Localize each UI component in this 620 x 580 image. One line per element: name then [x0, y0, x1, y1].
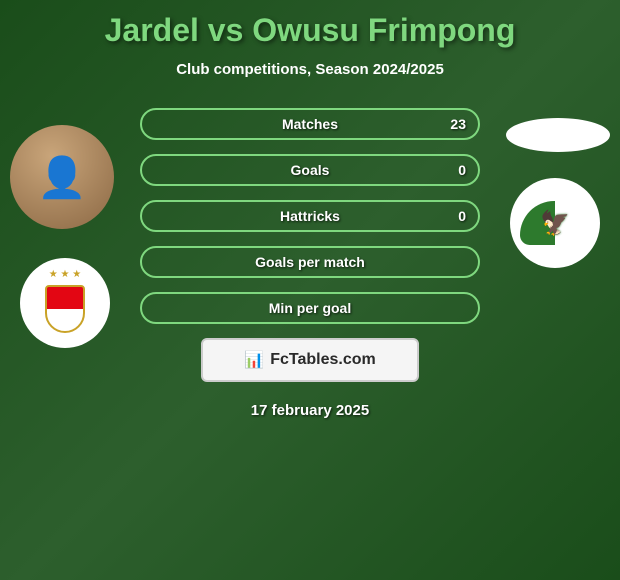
chart-icon: 📊	[244, 350, 264, 370]
fctables-badge[interactable]: 📊 FcTables.com	[201, 338, 419, 382]
stat-label: Min per goal	[269, 300, 351, 316]
stat-row-min-per-goal: Min per goal	[140, 292, 480, 324]
stats-container: Matches 23 Goals 0 Hattricks 0 Goals per…	[0, 108, 620, 419]
stat-row-matches: Matches 23	[140, 108, 480, 140]
stat-label: Matches	[282, 116, 338, 132]
fctables-label: FcTables.com	[270, 351, 376, 369]
stat-label: Hattricks	[280, 208, 340, 224]
stat-label: Goals	[291, 162, 330, 178]
stat-row-hattricks: Hattricks 0	[140, 200, 480, 232]
subtitle: Club competitions, Season 2024/2025	[0, 61, 620, 78]
date-text: 17 february 2025	[0, 402, 620, 419]
stat-row-goals-per-match: Goals per match	[140, 246, 480, 278]
stat-value-right: 0	[458, 162, 466, 178]
stat-value-right: 23	[450, 116, 466, 132]
stat-rows: Matches 23 Goals 0 Hattricks 0 Goals per…	[140, 108, 480, 324]
page-title: Jardel vs Owusu Frimpong	[0, 0, 620, 49]
stat-label: Goals per match	[255, 254, 365, 270]
stat-row-goals: Goals 0	[140, 154, 480, 186]
stat-value-right: 0	[458, 208, 466, 224]
